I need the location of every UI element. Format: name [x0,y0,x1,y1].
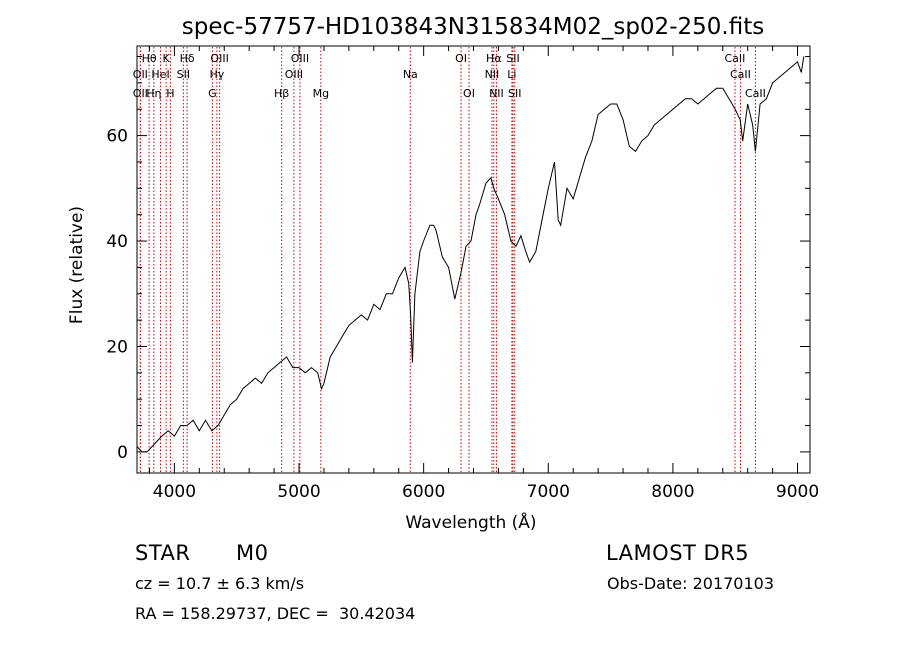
line-marker-label-25: NII [489,87,504,100]
line-marker-label-15: NII [485,68,500,81]
y-tick-label-20: 20 [106,337,128,357]
line-marker-label-11: SII [177,68,190,81]
line-marker-label-17: CaII [730,68,751,81]
x-axis-ticks: 4000 5000 6000 7000 8000 9000 [148,46,819,502]
y-tick-label-40: 40 [106,232,128,252]
line-marker-label-9: OII [133,68,148,81]
x-tick-label-5000: 5000 [277,482,320,502]
line-marker-label-5: OI [455,52,467,65]
spectral-line-markers [139,47,756,472]
line-marker-label-8: CaII [725,52,746,65]
line-marker-label-2: Hδ [180,52,195,65]
object-subclass: M0 [236,541,269,565]
line-marker-label-12: Hγ [209,68,224,81]
line-marker-label-4: OIII [291,52,309,65]
line-marker-label-19: Hη [146,87,161,100]
x-tick-label-9000: 9000 [776,482,819,502]
line-marker-label-20: H [166,87,174,100]
line-marker-label-10: HeI [151,68,169,81]
survey-name: LAMOST DR5 [606,541,750,565]
spectral-line-labels: Hθ K Hδ OIII OIII OI Hα SII CaII OII HeI SII Hγ OIII N… [133,52,766,100]
line-marker-label-6: Hα [486,52,502,65]
object-class: STAR [135,541,191,565]
y-tick-label-60: 60 [106,127,128,147]
y-axis-ticks: 0 20 40 60 [106,56,810,463]
x-axis-label: Wavelength (Å) [405,511,536,533]
y-axis-label: Flux (relative) [67,206,87,324]
x-tick-label-6000: 6000 [402,482,445,502]
x-tick-label-8000: 8000 [651,482,694,502]
line-marker-label-23: Mg [313,87,329,100]
redshift-readout: cz = 10.7 ± 6.3 km/s [135,574,305,593]
line-marker-label-21: G [208,87,217,100]
line-marker-label-1: K [163,52,171,65]
line-marker-label-27: CaII [745,87,766,100]
line-marker-label-13: OIII [285,68,303,81]
sky-coordinates: RA = 158.29737, DEC = 30.42034 [135,604,416,623]
line-marker-label-16: Li [507,68,516,81]
line-marker-label-14: Na [403,68,418,81]
spectrum-line [136,56,805,453]
line-marker-label-3: OIII [210,52,228,65]
line-marker-label-0: Hθ [142,52,157,65]
line-marker-label-22: Hβ [274,87,289,100]
chart-title: spec-57757-HD103843N315834M02_sp02-250.f… [182,14,764,40]
plot-frame [136,45,811,474]
y-tick-label-0: 0 [117,443,128,463]
line-marker-label-24: OI [463,87,475,100]
x-tick-label-4000: 4000 [153,482,196,502]
line-marker-label-7: SII [506,52,519,65]
observation-date: Obs-Date: 20170103 [607,574,775,593]
x-tick-label-7000: 7000 [527,482,570,502]
line-marker-label-26: SII [508,87,521,100]
